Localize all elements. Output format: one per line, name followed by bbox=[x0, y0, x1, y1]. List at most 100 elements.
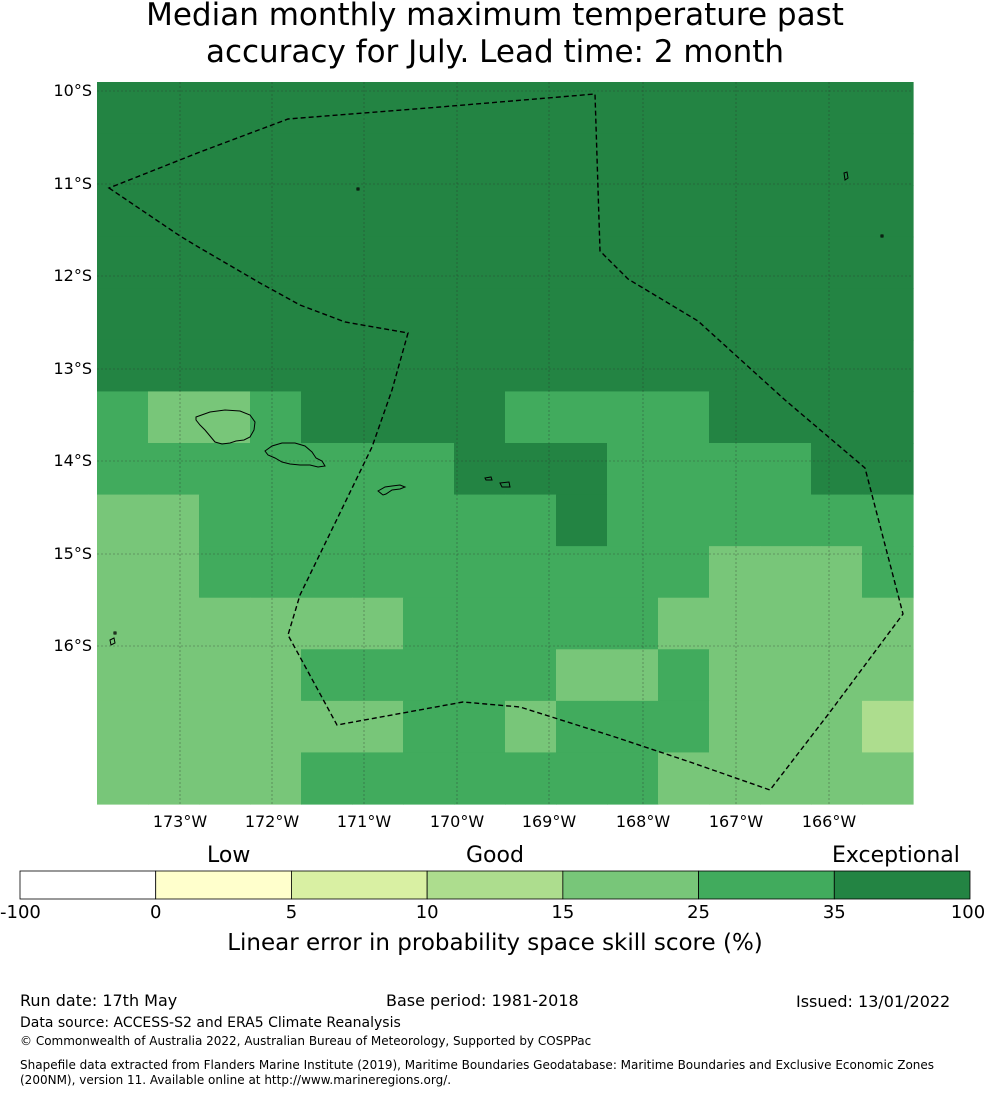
skill-cell bbox=[148, 339, 200, 393]
colorbar-swatch bbox=[155, 870, 292, 900]
skill-cell bbox=[607, 546, 659, 599]
skill-cell bbox=[403, 752, 455, 805]
latitude-label: 15°S bbox=[53, 544, 92, 563]
skill-cell bbox=[403, 546, 455, 599]
longitude-label: 172°W bbox=[244, 812, 300, 831]
skill-cell bbox=[97, 82, 149, 135]
skill-cell bbox=[709, 494, 761, 547]
skill-cell bbox=[97, 185, 149, 238]
skill-cell bbox=[709, 185, 761, 238]
skill-cell bbox=[454, 700, 506, 754]
skill-grid bbox=[97, 82, 914, 805]
skill-cell bbox=[97, 443, 149, 496]
skill-cell bbox=[403, 443, 455, 496]
colorbar-swatch bbox=[833, 870, 971, 900]
longitude-label: 166°W bbox=[801, 812, 857, 831]
skill-cell bbox=[301, 133, 353, 186]
skill-cell bbox=[250, 649, 302, 702]
title-line-2: accuracy for July. Lead time: 2 month bbox=[205, 34, 785, 70]
skill-cell bbox=[505, 700, 557, 754]
skill-cell bbox=[709, 82, 761, 135]
skill-cell bbox=[709, 391, 761, 444]
skill-cell bbox=[250, 288, 302, 341]
skill-cell bbox=[862, 494, 914, 547]
colorbar-tick-label: 10 bbox=[415, 902, 439, 923]
skill-cell bbox=[556, 700, 608, 754]
skill-cell bbox=[454, 133, 506, 186]
latitude-label: 11°S bbox=[53, 174, 92, 193]
small-island-east bbox=[880, 234, 884, 238]
skill-cell bbox=[862, 339, 914, 393]
skill-cell bbox=[658, 597, 710, 650]
skill-cell bbox=[301, 339, 353, 393]
skill-cell bbox=[709, 133, 761, 186]
skill-cell bbox=[607, 185, 659, 238]
skill-cell bbox=[709, 546, 761, 599]
skill-cell bbox=[199, 494, 251, 547]
skill-cell bbox=[301, 546, 353, 599]
skill-cell bbox=[862, 185, 914, 238]
skill-cell bbox=[709, 649, 761, 702]
skill-cell bbox=[199, 649, 251, 702]
skill-cell bbox=[505, 185, 557, 238]
colorbar bbox=[19, 870, 971, 900]
colorbar-tick-label: 5 bbox=[285, 902, 298, 923]
tau-island bbox=[499, 481, 511, 488]
skill-cell bbox=[658, 494, 710, 547]
longitude-label: 170°W bbox=[429, 812, 485, 831]
skill-cell bbox=[862, 391, 914, 444]
skill-cell bbox=[811, 443, 863, 496]
skill-cell bbox=[709, 700, 761, 754]
skill-cell bbox=[607, 700, 659, 754]
colorbar-tick-label: 25 bbox=[687, 902, 711, 923]
skill-cell bbox=[403, 597, 455, 650]
skill-cell bbox=[811, 649, 863, 702]
skill-cell bbox=[250, 391, 302, 444]
skill-cell bbox=[862, 443, 914, 496]
shapefile-credit-line-2: (200NM), version 11. Available online at… bbox=[20, 1073, 452, 1087]
skill-cell bbox=[250, 546, 302, 599]
skill-cell bbox=[760, 700, 812, 754]
skill-cell bbox=[148, 546, 200, 599]
map-title: Median monthly maximum temperature past … bbox=[0, 0, 990, 71]
skill-cell bbox=[556, 443, 608, 496]
skill-cell bbox=[403, 236, 455, 289]
skill-cell bbox=[250, 752, 302, 805]
skill-cell bbox=[454, 236, 506, 289]
small-island-southwest bbox=[109, 631, 117, 646]
skill-cell bbox=[454, 597, 506, 650]
skill-cell bbox=[658, 236, 710, 289]
skill-cell bbox=[352, 236, 404, 289]
skill-cell bbox=[811, 339, 863, 393]
skill-cell bbox=[658, 82, 710, 135]
skill-cell bbox=[250, 597, 302, 650]
skill-cell bbox=[607, 133, 659, 186]
issued-date: Issued: 13/01/2022 bbox=[796, 992, 951, 1011]
skill-cell bbox=[250, 133, 302, 186]
skill-cell bbox=[301, 288, 353, 341]
skill-cell bbox=[301, 494, 353, 547]
skill-cell bbox=[811, 546, 863, 599]
skill-cell bbox=[97, 288, 149, 341]
skill-cell bbox=[709, 443, 761, 496]
skill-cell bbox=[505, 391, 557, 444]
skill-cell bbox=[709, 236, 761, 289]
skill-cell bbox=[352, 700, 404, 754]
skill-cell bbox=[658, 133, 710, 186]
skill-cell bbox=[760, 649, 812, 702]
skill-cell bbox=[505, 752, 557, 805]
colorbar-category-good: Good bbox=[466, 843, 524, 868]
skill-cell bbox=[607, 494, 659, 547]
skill-cell bbox=[250, 82, 302, 135]
skill-cell bbox=[352, 185, 404, 238]
skill-cell bbox=[403, 391, 455, 444]
skill-cell bbox=[607, 597, 659, 650]
skill-cell bbox=[556, 391, 608, 444]
skill-cell bbox=[148, 597, 200, 650]
skill-cell bbox=[199, 752, 251, 805]
skill-cell bbox=[352, 443, 404, 496]
upolu-island bbox=[195, 409, 256, 445]
skill-cell bbox=[505, 288, 557, 341]
skill-cell bbox=[148, 700, 200, 754]
skill-cell bbox=[97, 494, 149, 547]
